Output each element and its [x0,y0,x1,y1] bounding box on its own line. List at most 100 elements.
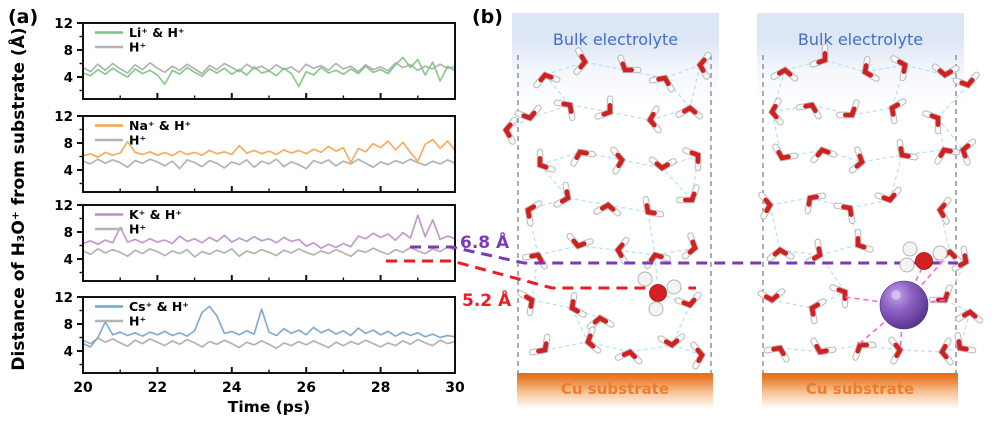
cu-substrate-band-right: Cu substrate [762,373,958,409]
water-molecule [833,202,856,225]
water-molecule [536,148,556,173]
y-tick-label: 12 [54,109,73,125]
water-molecule [674,291,702,309]
water-molecule [766,246,795,262]
water-molecule [854,228,874,253]
water-molecule [614,236,630,265]
subplot-frame [82,204,456,282]
water-molecule [934,146,961,165]
bulk-electrolyte-band-right: Bulk electrolyte [757,13,964,105]
water-molecule [657,333,686,349]
x-tick-label: 26 [296,380,315,396]
y-tick-label: 4 [64,163,73,179]
water-molecule [690,341,706,370]
water-molecule [648,156,677,172]
trace-Cs-0 [82,305,456,348]
y-tick-label: 8 [64,225,73,241]
legend-label: H⁺ [129,40,146,55]
water-molecule [682,147,702,172]
water-molecule [566,232,594,250]
x-axis-title: Time (ps) [227,398,311,416]
water-molecule [681,232,699,260]
trace-K-1 [82,245,456,258]
water-molecule [959,138,977,166]
water-molecule [758,191,774,220]
water-molecule [521,251,548,270]
legend-label: Na⁺ & H⁺ [129,118,191,133]
trace-K-0 [82,214,456,250]
y-tick-label: 8 [64,317,73,333]
y-tick-label: 8 [64,43,73,59]
x-tick-label: 28 [371,380,390,396]
trace-Na-0 [82,138,456,164]
water-molecule [772,143,799,162]
subplot-frame [82,115,456,193]
hydronium-ion [637,271,682,317]
water-molecule [922,110,942,135]
water-molecule [810,337,837,356]
subplot-frame [82,22,456,100]
panel-a-label: (a) [8,6,39,28]
x-tick-label: 24 [222,380,242,396]
water-molecule [938,337,954,366]
y-axis-title: Distance of H₃O⁺ from substrate (Å) [9,27,29,371]
cu-substrate-label-right: Cu substrate [805,380,915,398]
bulk-electrolyte-label-right: Bulk electrolyte [797,30,924,49]
water-molecule [614,348,643,365]
x-tick-label: 20 [73,380,93,396]
trace-Li-1 [82,61,456,75]
cu-substrate-band-left: Cu substrate [517,373,713,409]
x-tick-label: 22 [148,380,167,396]
water-molecule [934,248,963,265]
legend-label: K⁺ & H⁺ [129,207,182,222]
subplot-K: 4 8 12 K⁺ & H⁺H⁺ [54,198,456,282]
water-molecule [928,284,953,304]
y-tick-label: 4 [64,252,73,268]
y-tick-label: 4 [64,70,73,86]
y-tick-label: 12 [54,290,73,306]
subplot-Cs: 4 8 12 Cs⁺ & H⁺H⁺ 20 22 24 26 28 30 [54,290,465,396]
legend-label: H⁺ [129,133,146,148]
water-molecule [808,298,827,325]
water-molecule [951,245,970,272]
trace-Na-1 [82,158,456,170]
distance-annotation-6p8: 6.8 Å [460,233,510,253]
water-molecule [502,116,518,145]
distance-annotation-5p2: 5.2 Å [462,291,512,311]
bulk-electrolyte-label-left: Bulk electrolyte [552,30,679,49]
water-molecule [804,192,827,215]
subplot-frame [82,296,456,374]
bulk-electrolyte-band-left: Bulk electrolyte [512,13,719,105]
water-molecule [888,336,904,365]
water-molecule [610,146,626,175]
cation-bond-layer [844,254,949,351]
water-molecule [852,341,877,361]
water-molecule [528,333,551,356]
cu-substrate-label-left: Cu substrate [560,380,670,398]
hbond-layer [505,61,703,356]
trace-Cs-1 [82,337,456,350]
y-tick-label: 12 [54,16,73,32]
water-molecule [675,184,700,204]
legend-label: Li⁺ & H⁺ [129,25,185,40]
water-molecule [810,146,838,164]
water-molecule [675,104,704,120]
water-molecule [553,181,572,208]
panel-b-label: (b) [472,6,503,28]
trace-Li-0 [82,56,456,88]
water-molecule [896,138,919,161]
water-molecule [936,196,952,225]
water-molecule [524,200,543,227]
subplot-Na: 4 8 12 Na⁺ & H⁺H⁺ [54,109,456,193]
water-molecule [570,148,597,167]
water-molecule [757,288,786,304]
water-molecule [874,186,902,204]
water-molecule [763,344,790,363]
subplot-Li: 4 8 12 Li⁺ & H⁺H⁺ [54,16,456,100]
water-molecule [584,326,602,354]
water-molecule [646,105,662,134]
legend-label: Cs⁺ & H⁺ [129,299,189,314]
water-molecule [586,314,615,330]
